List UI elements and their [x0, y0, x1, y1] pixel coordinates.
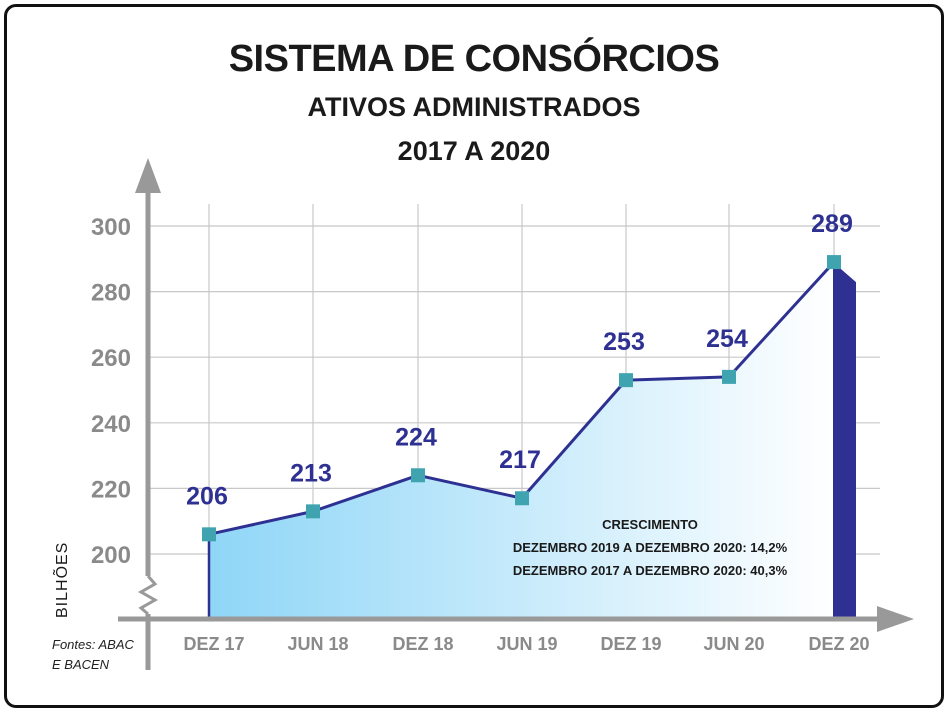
data-label-2: 224: [395, 423, 437, 451]
growth-line-2: DEZEMBRO 2017 A DEZEMBRO 2020: 40,3%: [512, 563, 788, 578]
data-point-jun-19: [515, 491, 529, 506]
data-point-jun-20: [722, 369, 736, 384]
data-point-dez-20: [827, 255, 841, 270]
x-tick-6: DEZ 20: [808, 634, 869, 654]
last-point-bar: [833, 262, 856, 619]
source-note: Fontes: ABAC E BACEN: [52, 635, 134, 675]
area-fill: [207, 262, 856, 619]
data-label-0: 206: [186, 482, 228, 510]
y-tick-240: 240: [91, 411, 131, 438]
data-label-4: 253: [603, 328, 645, 356]
chart-subtitle: ATIVOS ADMINISTRADOS: [307, 92, 641, 122]
growth-note: CRESCIMENTO DEZEMBRO 2019 A DEZEMBRO 202…: [480, 513, 820, 582]
data-label-6: 289: [811, 210, 853, 238]
y-tick-260: 260: [91, 345, 131, 372]
data-labels: 206 213 224 217 253 254 289: [186, 210, 853, 510]
y-axis-arrow: [135, 158, 161, 193]
x-tick-3: JUN 19: [496, 634, 557, 654]
source-line-2: E BACEN: [52, 657, 110, 672]
y-tick-300: 300: [91, 214, 131, 241]
tick-labels: 200 220 240 260 280 300 DEZ 17 JUN 18 DEZ 18 JUN …: [51, 214, 870, 654]
area-fill-shape: [209, 262, 834, 619]
y-axis-label: BILHÕES: [51, 542, 71, 618]
chart-title: SISTEMA DE CONSÓRCIOS: [228, 38, 720, 80]
data-point-dez-18: [411, 468, 425, 483]
data-markers: [202, 255, 841, 542]
x-tick-2: DEZ 18: [392, 634, 453, 654]
y-tick-200: 200: [91, 542, 131, 569]
source-line-1: Fontes: ABAC: [52, 637, 134, 652]
data-label-5: 254: [706, 325, 748, 353]
x-axis-arrow: [877, 606, 914, 632]
axes: [118, 158, 914, 670]
x-tick-5: JUN 20: [703, 634, 764, 654]
x-tick-4: DEZ 19: [600, 634, 661, 654]
data-point-dez-19: [619, 373, 633, 388]
chart-period: 2017 A 2020: [397, 136, 551, 166]
growth-heading: CRESCIMENTO: [602, 517, 698, 532]
x-tick-1: JUN 18: [287, 634, 348, 654]
data-point-jun-18: [306, 504, 320, 519]
data-label-1: 213: [290, 459, 332, 487]
data-point-dez-17: [202, 527, 216, 542]
axis-break-zigzag: [137, 575, 159, 616]
y-tick-280: 280: [91, 280, 131, 307]
growth-line-1: DEZEMBRO 2019 A DEZEMBRO 2020: 14,2%: [512, 540, 788, 555]
data-label-3: 217: [499, 446, 541, 474]
y-tick-220: 220: [91, 476, 131, 503]
x-tick-0: DEZ 17: [183, 634, 244, 654]
